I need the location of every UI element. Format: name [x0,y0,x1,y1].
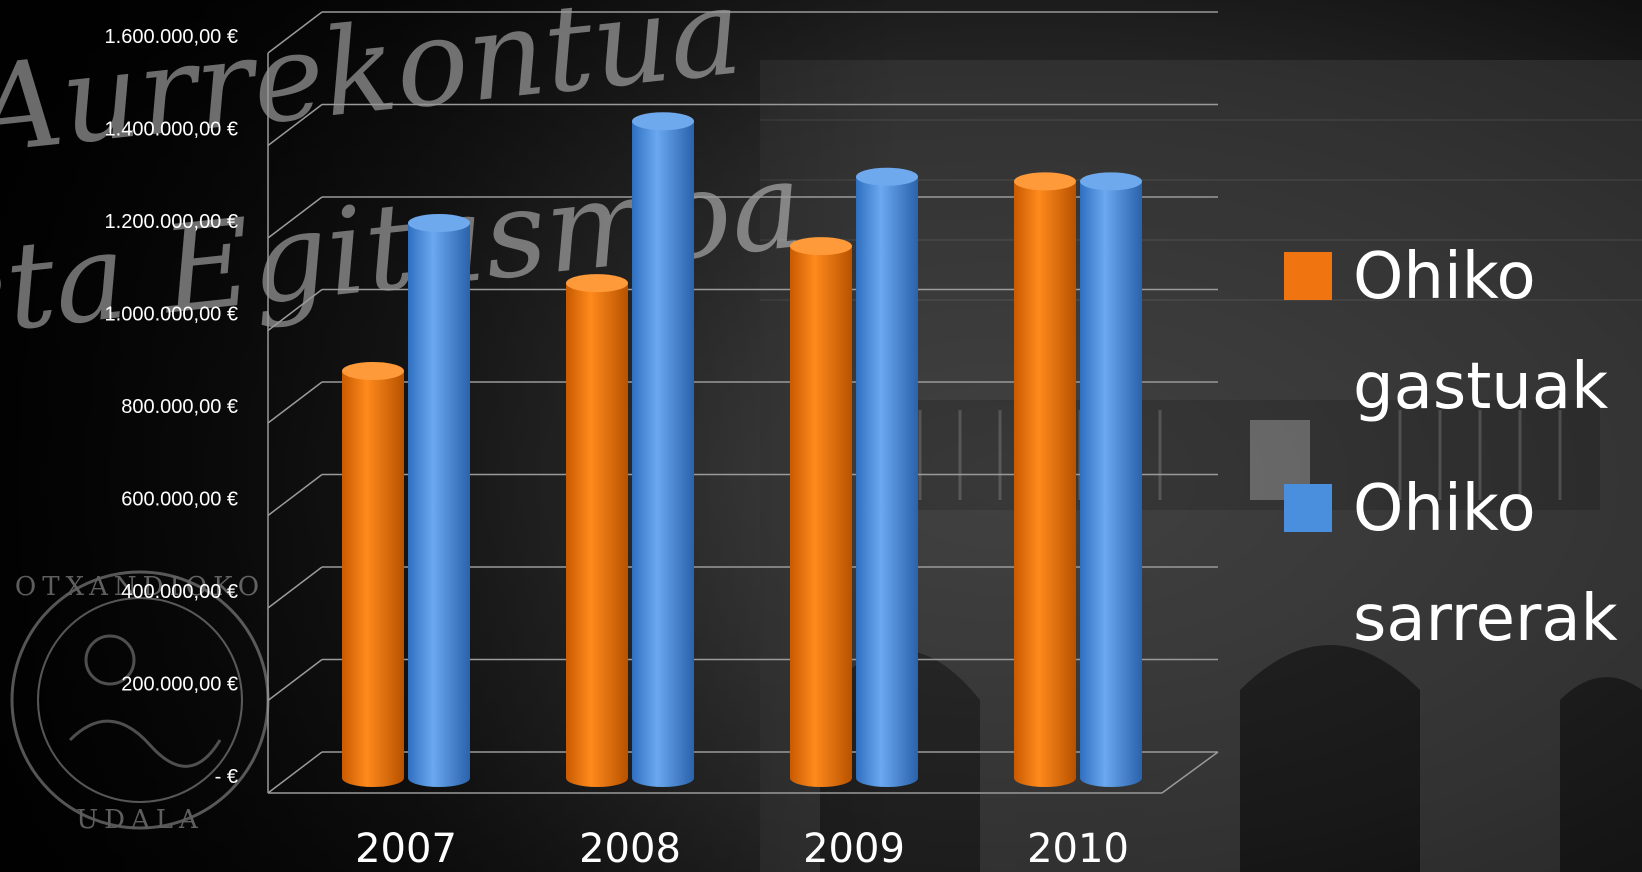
legend-label: Ohiko [1353,472,1536,546]
bar-body [790,246,852,787]
bar-2009-ohiko-sarrerak [856,167,918,787]
chart-legend: Ohiko gastuak Ohiko sarrerak [1284,240,1618,656]
gridline-side [267,473,323,517]
chart-bars [342,112,1142,787]
gridline-side [267,566,323,609]
bar-2010-ohiko-gastuak [1014,172,1076,787]
bar-body [632,121,694,787]
bar-cap [632,112,694,131]
y-tick-label: 1.000.000,00 € [105,304,238,326]
bar-body [566,283,628,787]
bar-body [342,371,404,787]
bar-2007-ohiko-gastuak [342,362,404,787]
seal-bottom-text: UDALA [76,805,204,835]
bar-cap [856,167,918,186]
gridline-side [267,196,323,239]
bar-2010-ohiko-sarrerak [1080,172,1142,787]
bar-body [856,176,918,787]
bar-cap [790,237,852,256]
legend-entry-ohiko-gastuak: Ohiko gastuak [1284,240,1608,424]
x-category-label: 2007 [355,826,457,872]
y-tick-label: 1.200.000,00 € [105,211,238,233]
y-tick-label: 800.000,00 € [121,396,238,418]
bar-2008-ohiko-gastuak [566,274,628,787]
legend-swatch [1284,484,1332,532]
bar-2007-ohiko-sarrerak [408,214,470,787]
legend-label: sarrerak [1353,582,1618,656]
legend-swatch [1284,252,1332,300]
y-tick-label: 400.000,00 € [121,581,238,603]
bar-body [1014,181,1076,787]
gridline-side [267,11,323,54]
y-axis-tick-labels: - € 200.000,00 € 400.000,00 € 600.000,00 € 8… [105,26,238,788]
gridline-side [267,381,323,424]
municipal-seal: OTXANDIOKO UDALA [10,570,270,835]
gridline-side [267,288,323,332]
gridline-side [267,103,323,147]
bar-2009-ohiko-gastuak [790,237,852,787]
bar-cap [566,274,628,293]
y-tick-label: 1.400.000,00 € [105,119,238,141]
y-tick-label: 200.000,00 € [121,674,238,696]
y-tick-label: 600.000,00 € [121,489,238,511]
seal-top-text: OTXANDIOKO [15,572,265,602]
bar-2008-ohiko-sarrerak [632,112,694,787]
legend-label: gastuak [1353,350,1608,424]
bar-cap [1080,172,1142,191]
y-tick-label: 1.600.000,00 € [105,26,238,48]
y-tick-label: - € [215,766,238,788]
bar-cap [1014,172,1076,191]
legend-entry-ohiko-sarrerak: Ohiko sarrerak [1284,472,1618,656]
x-category-label: 2010 [1027,826,1129,872]
bar-cap [408,214,470,232]
x-category-label: 2009 [803,826,905,872]
gridline-side [267,751,323,794]
floor-right-edge [1161,751,1219,794]
x-axis-category-labels: 2007 2008 2009 2010 [355,826,1129,872]
gridline-side [267,658,323,702]
bar-cap [342,362,404,380]
x-category-label: 2008 [579,826,681,872]
bar-body [1080,181,1142,787]
bar-body [408,223,470,787]
legend-label: Ohiko [1353,240,1536,314]
